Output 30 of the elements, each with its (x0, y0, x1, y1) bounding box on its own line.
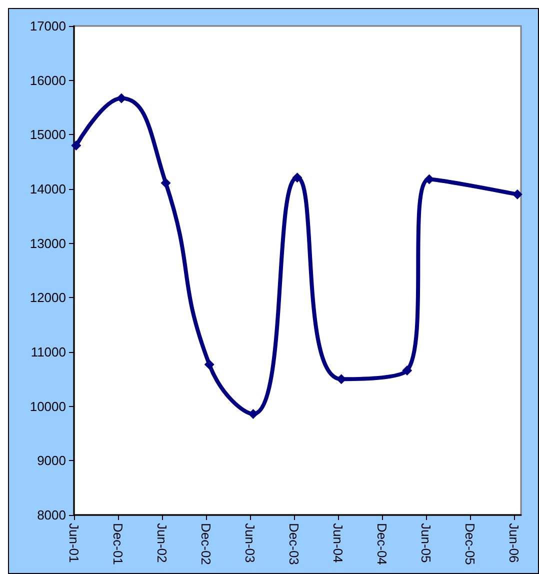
y-tick-label: 14000 (30, 182, 66, 196)
x-tick-label: Jun-04 (330, 523, 346, 563)
x-tick-label: Dec-02 (198, 523, 214, 565)
x-tick-label: Dec-04 (374, 523, 390, 565)
x-tick-label: Dec-01 (110, 523, 126, 565)
x-tick-label: Dec-03 (286, 523, 302, 565)
y-tick-label: 11000 (30, 344, 66, 360)
point (116, 93, 126, 104)
y-tick-label: 16000 (30, 72, 66, 88)
x-tick-label: Jun-01 (66, 523, 82, 563)
point (402, 365, 412, 376)
y-tick-label: 13000 (30, 236, 66, 251)
x-tick-label: Jun-06 (506, 523, 522, 563)
point (160, 178, 171, 188)
point (336, 374, 346, 384)
point (292, 172, 302, 183)
y-tick-label: 17000 (30, 18, 66, 34)
point (204, 359, 214, 370)
x-tick-label: Jun-02 (154, 523, 170, 563)
x-tick-label: Dec-05 (462, 523, 478, 565)
point (512, 189, 522, 200)
y-tick-label: 15000 (30, 127, 66, 142)
y-tick-label: 10000 (30, 398, 66, 414)
y-tick-label: 8000 (37, 508, 66, 522)
y-tick-label: 9000 (37, 453, 66, 468)
x-tick-label: Jun-05 (418, 523, 434, 563)
point (71, 140, 82, 151)
y-tick-label: 12000 (30, 290, 66, 306)
point (248, 408, 258, 419)
x-tick-label: Jun-03 (242, 523, 258, 563)
